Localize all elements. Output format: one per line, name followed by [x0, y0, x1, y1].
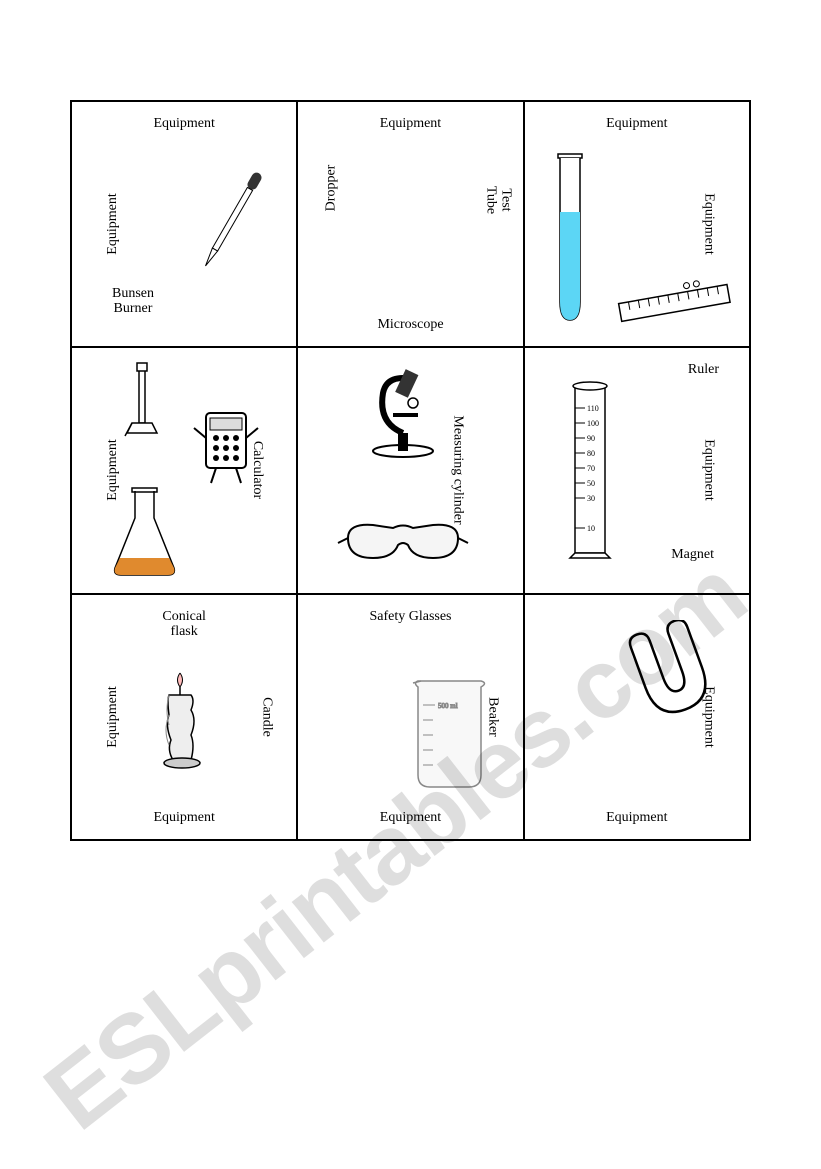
ruler-icon: [614, 276, 734, 331]
conical-flask-icon: [107, 483, 182, 588]
cell-6-left: Equipment: [105, 686, 120, 747]
safety-glasses-icon: [333, 513, 473, 578]
svg-text:80: 80: [587, 449, 595, 458]
microscope-icon: [358, 363, 448, 468]
svg-text:90: 90: [587, 434, 595, 443]
measuring-cylinder-icon: 110 100 90 80 70 50 30 10: [560, 378, 620, 578]
cell-1-right: Test Tube: [483, 186, 514, 214]
svg-text:100: 100: [587, 419, 599, 428]
calculator-icon: [186, 398, 266, 493]
cell-3: Equipment Calculator: [71, 347, 297, 593]
cell-6: Conical flask Equipment Equipment Candle: [71, 594, 297, 840]
cell-7: Safety Glasses Equipment Beaker 500 ml: [297, 594, 523, 840]
equipment-grid: Equipment Bunsen Burner Equipment Equipm…: [70, 100, 751, 841]
cell-8-bottom: Equipment: [606, 810, 667, 825]
cell-4-right: Measuring cylinder: [450, 416, 465, 525]
cell-2: Equipment Equipment: [524, 101, 750, 347]
cell-1-left: Dropper: [324, 164, 339, 211]
svg-text:70: 70: [587, 464, 595, 473]
cell-5-top: Ruler: [688, 362, 719, 377]
worksheet-container: Equipment Bunsen Burner Equipment Equipm…: [70, 100, 751, 841]
cell-7-bottom: Equipment: [380, 810, 441, 825]
cell-5: Ruler Magnet Equipment 110 100 90 80 70 …: [524, 347, 750, 593]
candle-icon: [147, 665, 217, 780]
cell-5-right: Equipment: [701, 440, 716, 501]
cell-6-top: Conical flask: [162, 609, 206, 640]
svg-text:30: 30: [587, 494, 595, 503]
cell-0-left: Equipment: [105, 193, 120, 254]
svg-text:10: 10: [587, 524, 595, 533]
magnet-icon: [619, 620, 709, 725]
bunsen-burner-icon: [117, 358, 167, 453]
cell-4: Measuring cylinder: [297, 347, 523, 593]
cell-8: Equipment Equipment: [524, 594, 750, 840]
cell-1-top: Equipment: [380, 116, 441, 131]
cell-2-top: Equipment: [606, 116, 667, 131]
cell-0-bottom: Bunsen Burner: [112, 286, 154, 317]
cell-0-top: Equipment: [153, 116, 214, 131]
cell-6-bottom: Equipment: [153, 810, 214, 825]
cell-7-top: Safety Glasses: [369, 609, 451, 624]
test-tube-icon: [550, 152, 590, 332]
cell-6-right: Candle: [259, 697, 274, 737]
cell-1: Equipment Microscope Dropper Test Tube: [297, 101, 523, 347]
cell-1-bottom: Microscope: [377, 317, 443, 332]
svg-text:50: 50: [587, 479, 595, 488]
svg-text:110: 110: [587, 404, 599, 413]
cell-5-bottom: Magnet: [671, 547, 714, 562]
beaker-icon: 500 ml: [403, 675, 498, 800]
dropper-icon: [181, 157, 276, 302]
cell-2-right: Equipment: [701, 193, 716, 254]
cell-0: Equipment Bunsen Burner Equipment: [71, 101, 297, 347]
svg-text:500 ml: 500 ml: [438, 702, 458, 710]
